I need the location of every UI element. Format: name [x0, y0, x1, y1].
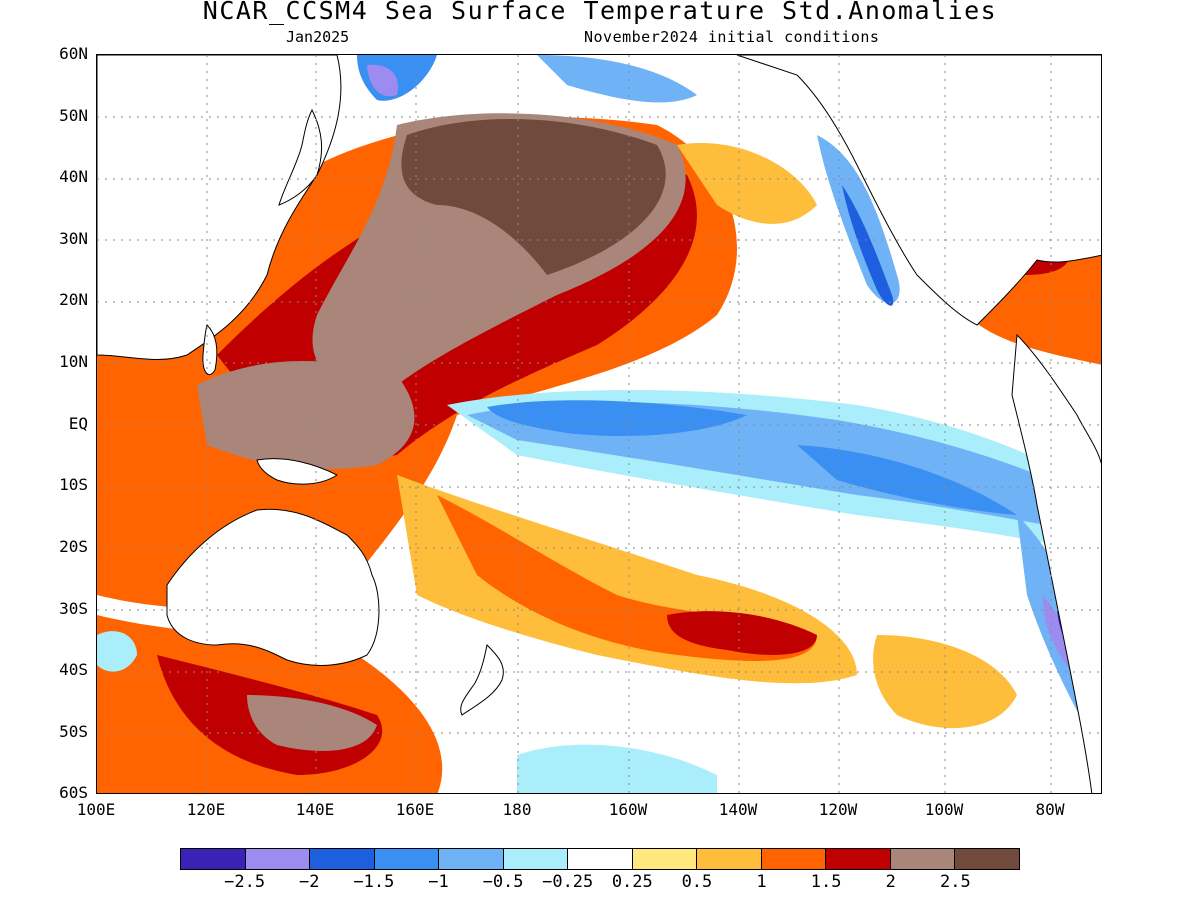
anomaly-region	[677, 143, 817, 224]
lat-label: 30S	[59, 599, 88, 618]
color-legend-label: 1	[756, 872, 767, 892]
lat-label: EQ	[68, 414, 88, 433]
color-legend-swatch	[181, 849, 246, 869]
color-legend-swatch	[310, 849, 375, 869]
forecast-month: Jan2025	[286, 28, 350, 46]
australia-landmass	[166, 508, 380, 666]
color-legend-swatch	[632, 849, 698, 869]
south-america-landmass	[1011, 333, 1101, 793]
lat-label: 40N	[59, 167, 88, 186]
map-canvas	[97, 55, 1101, 793]
color-legend-label: 2	[885, 872, 896, 892]
anomaly-region	[537, 55, 697, 103]
color-legend-swatch	[697, 849, 762, 869]
lon-label: 100W	[924, 800, 964, 819]
anomaly-region	[197, 361, 415, 469]
philippines-landmass	[202, 324, 218, 375]
anomaly-region	[667, 611, 817, 655]
lon-label: 160W	[608, 800, 648, 819]
anomaly-region	[842, 185, 894, 306]
color-legend-swatch	[439, 849, 504, 869]
lon-label: 80W	[1035, 800, 1065, 819]
lon-label: 140W	[718, 800, 758, 819]
north-america-landmass	[736, 55, 1101, 326]
lat-label: 50S	[59, 722, 88, 741]
color-legend-swatch	[568, 849, 633, 869]
anomaly-region	[797, 445, 1017, 515]
color-legend-label: −0.5	[482, 872, 524, 892]
anomaly-fields	[97, 55, 1101, 793]
chart-title: NCAR_CCSM4 Sea Surface Temperature Std.A…	[202, 0, 998, 25]
anomaly-region	[517, 744, 717, 793]
lon-label: 120E	[186, 800, 226, 819]
initial-conditions-label: November2024 initial conditions	[584, 28, 880, 46]
color-legend-swatch	[245, 849, 311, 869]
lat-label: 30N	[59, 229, 88, 248]
color-legend	[180, 848, 1020, 870]
color-legend-swatch	[890, 849, 956, 869]
color-legend-swatch	[826, 849, 891, 869]
lon-label: 140E	[295, 800, 335, 819]
color-legend-label: −2.5	[224, 872, 266, 892]
sst-anomaly-map	[96, 54, 1102, 794]
lat-label: 10S	[59, 475, 88, 494]
anomaly-region	[401, 118, 666, 276]
color-legend-label: 1.5	[810, 872, 842, 892]
asia-landmass	[97, 55, 342, 360]
lat-label: 20N	[59, 290, 88, 309]
color-legend-label: 0.5	[681, 872, 713, 892]
color-legend-label: −1.5	[353, 872, 395, 892]
lon-label: 120W	[818, 800, 858, 819]
anomaly-region	[367, 64, 398, 97]
lon-label: 160E	[395, 800, 435, 819]
japan-landmass	[278, 108, 322, 206]
anomaly-region	[247, 695, 377, 751]
color-legend-swatch	[955, 849, 1019, 869]
lat-label: 10N	[59, 352, 88, 371]
new-zealand-landmass	[460, 643, 504, 716]
lon-label: 100E	[76, 800, 116, 819]
lon-label: 180	[502, 800, 532, 819]
color-legend-label: −0.25	[542, 872, 594, 892]
color-legend-swatch	[374, 849, 440, 869]
color-legend-label: 0.25	[611, 872, 653, 892]
color-legend-label: 2.5	[940, 872, 971, 892]
lat-label: 60S	[59, 783, 88, 802]
lat-label: 60N	[59, 44, 88, 63]
anomaly-region	[97, 631, 137, 672]
color-legend-swatch	[503, 849, 569, 869]
coastlines	[97, 55, 1101, 793]
color-legend-label: −1	[428, 872, 449, 892]
lat-label: 50N	[59, 106, 88, 125]
new-guinea-landmass	[256, 458, 338, 485]
anomaly-region	[487, 400, 747, 436]
color-legend-swatch	[761, 849, 827, 869]
lat-label: 20S	[59, 537, 88, 556]
lat-label: 40S	[59, 660, 88, 679]
anomaly-region	[873, 635, 1017, 729]
map-grid	[97, 55, 1101, 793]
color-legend-label: −2	[298, 872, 320, 892]
